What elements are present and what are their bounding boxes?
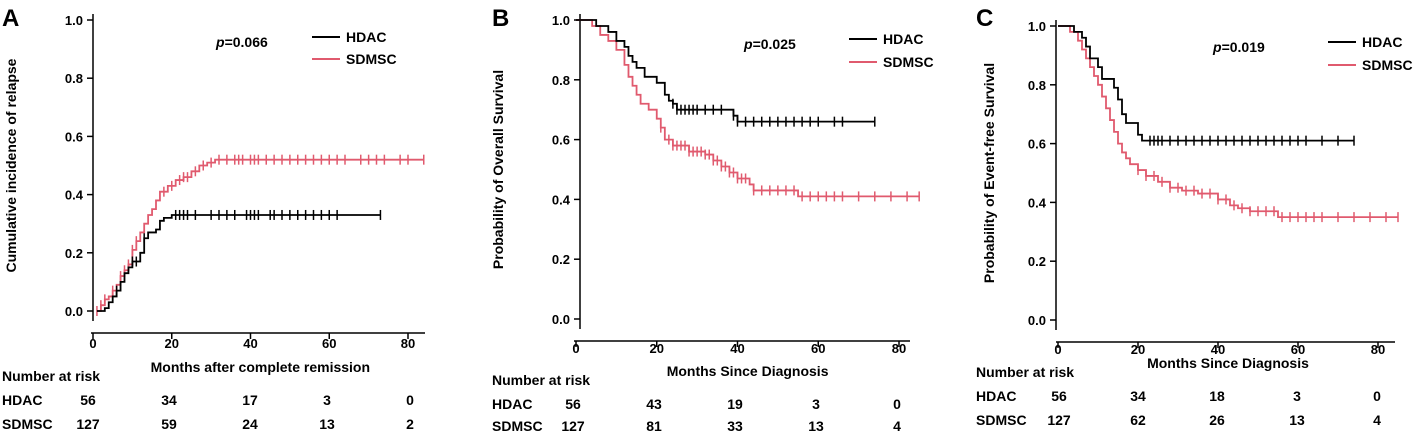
x-tick-label: 20	[1131, 342, 1145, 357]
risk-cell: 4	[1373, 412, 1381, 428]
risk-cell: 13	[319, 416, 335, 431]
risk-cell: 0	[406, 392, 414, 408]
legend-label: HDAC	[346, 29, 386, 45]
risk-cell: 4	[893, 418, 901, 431]
risk-cell: 56	[565, 396, 581, 412]
x-tick-label: 20	[650, 341, 664, 356]
risk-cell: 3	[1293, 388, 1301, 404]
series-line-hdac	[576, 19, 875, 123]
y-tick-label: 0.0	[65, 304, 83, 319]
p-value: p=0.019	[1212, 39, 1265, 55]
risk-cell: 127	[561, 418, 585, 431]
risk-row-label: HDAC	[492, 396, 532, 412]
x-tick-label: 60	[811, 341, 825, 356]
panel-letter: B	[492, 5, 509, 32]
panel-c: C0.00.20.40.60.81.00 20 40 60 80Probability …	[976, 5, 1413, 428]
y-tick-label: 0.4	[552, 192, 571, 207]
x-tick-label: 0	[89, 336, 96, 351]
risk-cell: 34	[1130, 388, 1146, 404]
risk-table-title: Number at risk	[492, 372, 590, 388]
risk-cell: 127	[1047, 412, 1071, 428]
risk-cell: 13	[808, 418, 824, 431]
y-tick-label: 0.4	[1028, 195, 1047, 210]
x-tick-label: 20	[165, 336, 179, 351]
x-tick-label: 80	[401, 336, 415, 351]
panel-b: B0.00.20.40.60.81.00 20 40 60 80Probability …	[490, 5, 934, 431]
x-tick-label: 40	[730, 341, 744, 356]
y-tick-label: 1.0	[1028, 19, 1046, 34]
risk-cell: 3	[323, 392, 331, 408]
y-tick-label: 0.2	[1028, 254, 1046, 269]
risk-cell: 3	[812, 396, 820, 412]
p-value: p=0.025	[743, 36, 796, 52]
y-tick-label: 0.2	[552, 252, 570, 267]
y-tick-label: 0.8	[65, 71, 83, 86]
p-value: p=0.066	[215, 34, 268, 50]
risk-table-title: Number at risk	[2, 368, 100, 384]
y-tick-label: 0.8	[552, 73, 570, 88]
y-tick-label: 1.0	[65, 13, 83, 28]
y-tick-label: 0.0	[1028, 313, 1046, 328]
x-tick-label: 80	[892, 341, 906, 356]
y-tick-label: 0.6	[552, 133, 570, 148]
y-tick-label: 0.2	[65, 246, 83, 261]
y-tick-label: 1.0	[552, 13, 570, 28]
legend-label: HDAC	[883, 31, 923, 47]
risk-cell: 26	[1209, 412, 1225, 428]
risk-cell: 127	[76, 416, 100, 431]
risk-cell: 18	[1209, 388, 1225, 404]
risk-cell: 56	[1051, 388, 1067, 404]
x-tick-label: 40	[243, 336, 257, 351]
y-tick-label: 0.6	[65, 129, 83, 144]
legend-label: SDMSC	[883, 54, 934, 70]
risk-cell: 17	[242, 392, 258, 408]
y-axis-label: Probability of Event-free Survival	[981, 63, 997, 283]
y-tick-label: 0.8	[1028, 78, 1046, 93]
y-tick-label: 0.6	[1028, 137, 1046, 152]
x-axis-label: Months after complete remission	[151, 359, 370, 375]
risk-cell: 2	[406, 416, 414, 431]
risk-cell: 33	[727, 418, 743, 431]
risk-cell: 56	[80, 392, 96, 408]
risk-cell: 34	[161, 392, 177, 408]
risk-cell: 43	[646, 396, 662, 412]
x-tick-label: 60	[322, 336, 336, 351]
risk-row-label: HDAC	[976, 388, 1016, 404]
panel-letter: C	[976, 5, 993, 32]
x-tick-label: 60	[1291, 342, 1305, 357]
x-tick-label: 80	[1371, 342, 1385, 357]
x-axis-label: Months Since Diagnosis	[667, 363, 829, 379]
risk-table-title: Number at risk	[976, 364, 1074, 380]
y-tick-label: 0.0	[552, 312, 570, 327]
risk-cell: 0	[893, 396, 901, 412]
legend-label: SDMSC	[1362, 57, 1413, 73]
x-tick-label: 0	[572, 341, 579, 356]
risk-cell: 59	[161, 416, 177, 431]
x-tick-label: 40	[1211, 342, 1225, 357]
legend-label: SDMSC	[346, 51, 397, 67]
risk-row-label: SDMSC	[492, 418, 543, 431]
risk-cell: 13	[1289, 412, 1305, 428]
x-tick-label: 0	[1054, 342, 1061, 357]
panel-letter: A	[2, 5, 19, 32]
legend-label: HDAC	[1362, 34, 1402, 50]
risk-row-label: HDAC	[2, 392, 42, 408]
series-line-hdac	[1058, 25, 1354, 142]
risk-row-label: SDMSC	[2, 416, 53, 431]
y-axis-label: Probability of Overall Survival	[490, 70, 506, 269]
y-axis-label: Cumulative incidence of relapse	[3, 58, 19, 272]
series-line-sdmsc	[96, 158, 424, 312]
risk-cell: 19	[727, 396, 743, 412]
x-axis-label: Months Since Diagnosis	[1147, 355, 1309, 371]
risk-cell: 0	[1373, 388, 1381, 404]
series-line-hdac	[96, 214, 381, 312]
y-tick-label: 0.4	[65, 188, 84, 203]
risk-cell: 81	[646, 418, 662, 431]
risk-row-label: SDMSC	[976, 412, 1027, 428]
risk-cell: 62	[1130, 412, 1146, 428]
risk-cell: 24	[242, 416, 258, 431]
